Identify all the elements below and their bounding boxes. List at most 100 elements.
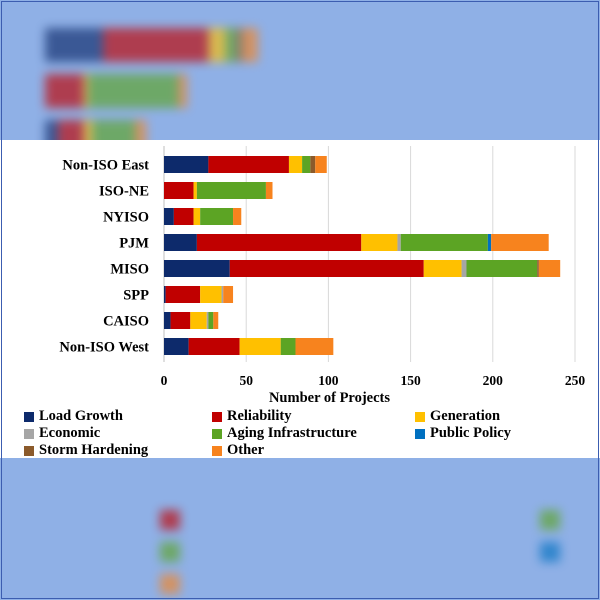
legend-swatch <box>24 411 34 422</box>
bar-segment <box>229 260 424 277</box>
category-label: CAISO <box>103 314 149 330</box>
legend-label: Other <box>227 442 265 458</box>
bar-segment <box>466 260 538 277</box>
background-bar-segment <box>83 120 93 154</box>
bar-segment <box>315 156 327 173</box>
bar-segment <box>208 156 289 173</box>
bar-segment <box>400 234 488 251</box>
bar-segment <box>537 260 539 277</box>
legend-item: Other <box>212 442 264 459</box>
legend-item: Public Policy <box>415 425 511 442</box>
background-legend-swatch <box>540 542 560 562</box>
bar-segment <box>461 260 467 277</box>
background-legend-swatch <box>540 510 560 530</box>
legend: Load Growth Reliability Generation Economic… <box>24 408 584 458</box>
bar-segment <box>164 312 171 329</box>
category-label: PJM <box>119 236 149 252</box>
category-label: Non-ISO West <box>59 340 149 356</box>
background-bar-segment <box>45 28 104 62</box>
background-legend-swatch <box>160 510 180 530</box>
x-tick-label: 100 <box>318 373 339 388</box>
bar-segment <box>164 260 230 277</box>
background-bar-segment <box>225 28 237 62</box>
background-bar-segment <box>45 74 84 108</box>
bar-segment <box>164 234 197 251</box>
legend-label: Storm Hardening <box>39 442 149 458</box>
bar-segment <box>164 182 194 199</box>
background-legend-swatch <box>160 574 180 594</box>
bar-segment <box>164 156 209 173</box>
bar-segment <box>538 260 561 277</box>
legend-item: Load Growth <box>24 408 123 425</box>
bar-segment <box>213 312 219 329</box>
bar-segment <box>196 182 266 199</box>
bar-segment <box>164 286 166 303</box>
bar-segment <box>223 286 234 303</box>
legend-swatch <box>24 428 34 439</box>
x-tick-label: 0 <box>161 373 168 388</box>
legend-item: Economic <box>24 425 100 442</box>
bar-segment <box>265 182 273 199</box>
bar-segment <box>288 156 303 173</box>
chart-card: Non-ISO East ISO-NE NYISO PJM MISO SPP CAISO No… <box>0 140 600 458</box>
bar-segment <box>173 208 194 225</box>
bar-segment <box>295 338 334 355</box>
background-bar-segment <box>83 74 88 108</box>
x-tick-label: 200 <box>483 373 504 388</box>
category-label: ISO-NE <box>99 184 149 200</box>
legend-label: Economic <box>39 425 101 441</box>
bar-segment <box>200 208 234 225</box>
bar-segment <box>208 312 214 329</box>
bar-segment <box>423 260 462 277</box>
legend-label: Reliability <box>227 408 292 424</box>
bar-segment <box>193 208 201 225</box>
x-tick-label: 150 <box>400 373 421 388</box>
legend-swatch <box>212 445 222 456</box>
legend-label: Aging Infrastructure <box>227 425 357 441</box>
background-bar-segment <box>103 28 209 62</box>
background-bar-segment <box>135 120 147 154</box>
background-legend-swatch <box>160 542 180 562</box>
category-label: NYISO <box>103 210 149 226</box>
background-bar-segment <box>208 28 226 62</box>
category-label: SPP <box>123 288 149 304</box>
bar-segment <box>280 338 296 355</box>
legend-item: Storm Hardening <box>24 442 148 459</box>
background-bar-segment <box>88 74 179 108</box>
bar-segment <box>188 338 240 355</box>
bar-segment <box>190 312 207 329</box>
bar-segment <box>164 338 189 355</box>
legend-swatch <box>212 428 222 439</box>
bar-segment <box>206 312 209 329</box>
x-tick-label: 250 <box>565 373 586 388</box>
bar-segment <box>491 234 549 251</box>
bar-segment <box>239 338 281 355</box>
category-label: Non-ISO East <box>62 158 149 174</box>
legend-item: Aging Infrastructure <box>212 425 357 442</box>
bar-segment <box>302 156 311 173</box>
bar-segment <box>397 234 401 251</box>
bar-segment <box>233 208 242 225</box>
legend-swatch <box>24 445 34 456</box>
bar-segment <box>200 286 222 303</box>
background-bar-segment <box>242 28 258 62</box>
bar-segment <box>361 234 398 251</box>
legend-item: Generation <box>415 408 500 425</box>
legend-label: Load Growth <box>39 408 123 424</box>
legend-item: Reliability <box>212 408 291 425</box>
x-tick-label: 50 <box>239 373 253 388</box>
bar-segment <box>310 156 316 173</box>
legend-swatch <box>415 428 425 439</box>
x-axis-title: Number of Projects <box>269 390 390 406</box>
legend-label: Generation <box>430 408 501 424</box>
bar-segment <box>165 286 201 303</box>
category-label: MISO <box>110 262 149 278</box>
bar-segment <box>170 312 191 329</box>
bar-segment <box>193 182 197 199</box>
background-bar-segment <box>178 74 187 108</box>
bar-segment <box>164 208 174 225</box>
bar-segment <box>196 234 362 251</box>
bar-segment <box>221 286 224 303</box>
stacked-bar-chart: Non-ISO East ISO-NE NYISO PJM MISO SPP CAISO No… <box>59 146 586 406</box>
bar-segment <box>487 234 492 251</box>
